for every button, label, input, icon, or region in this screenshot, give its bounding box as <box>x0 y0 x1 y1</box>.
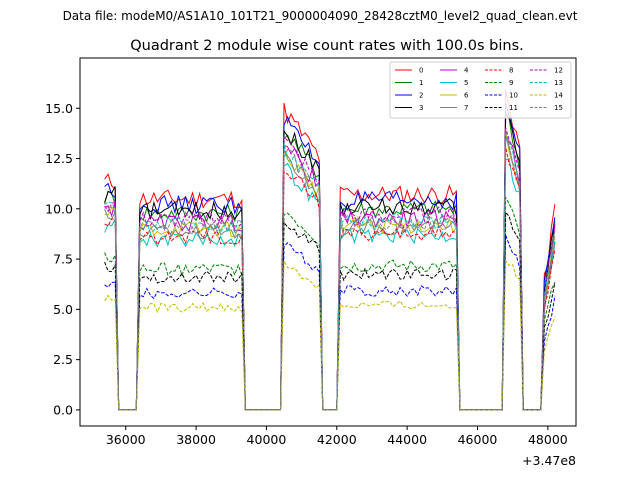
y-tick-label: 10.0 <box>45 201 73 216</box>
legend-label-7: 7 <box>464 104 468 112</box>
x-tick-label: 38000 <box>176 432 216 447</box>
y-tick-label: 5.0 <box>53 302 73 317</box>
legend-label-2: 2 <box>419 92 423 100</box>
x-tick-label: 48000 <box>528 432 568 447</box>
series-line-8 <box>104 146 556 411</box>
series-line-2 <box>104 103 556 411</box>
series-line-6 <box>104 130 556 411</box>
y-tick-label: 7.5 <box>53 252 73 267</box>
series-line-11 <box>104 211 556 411</box>
suptitle: Data file: modeM0/AS1A10_101T21_90000040… <box>63 9 578 23</box>
series-line-7 <box>104 135 556 411</box>
series-line-4 <box>104 134 556 411</box>
legend-label-3: 3 <box>419 104 423 112</box>
plot-frame <box>79 57 577 427</box>
legend-label-11: 11 <box>509 104 518 112</box>
y-tick-label: 15.0 <box>45 101 73 116</box>
series-line-10 <box>104 234 556 411</box>
x-offset-text: +3.47e8 <box>522 453 576 468</box>
legend-label-0: 0 <box>419 67 423 75</box>
chart-title: Quadrant 2 module wise count rates with … <box>130 38 524 54</box>
y-tick-label: 12.5 <box>45 151 73 166</box>
series-line-12 <box>104 127 556 411</box>
legend-label-1: 1 <box>419 79 423 87</box>
legend-label-10: 10 <box>509 92 518 100</box>
legend-label-12: 12 <box>554 67 563 75</box>
y-axis: 0.0 2.5 5.0 7.5 10.0 12.5 15.0 <box>45 101 80 417</box>
series-line-1 <box>104 111 556 411</box>
legend-label-15: 15 <box>554 104 563 112</box>
series-line-13 <box>104 137 556 411</box>
legend-label-8: 8 <box>509 67 513 75</box>
legend-label-9: 9 <box>509 79 513 87</box>
series-line-5 <box>104 157 556 411</box>
series-line-15 <box>104 128 556 411</box>
x-tick-label: 36000 <box>106 432 146 447</box>
series-line-14 <box>104 259 556 411</box>
series-line-0 <box>104 89 556 411</box>
legend-label-4: 4 <box>464 67 469 75</box>
legend-box <box>389 61 572 119</box>
x-tick-label: 46000 <box>458 432 498 447</box>
legend-label-14: 14 <box>554 92 563 100</box>
y-tick-label: 0.0 <box>53 402 73 417</box>
x-tick-label: 42000 <box>317 432 357 447</box>
x-tick-label: 44000 <box>387 432 427 447</box>
series-line-3 <box>104 113 556 411</box>
x-tick-label: 40000 <box>247 432 287 447</box>
series-layer <box>104 89 556 411</box>
legend-label-5: 5 <box>464 79 468 87</box>
legend-label-13: 13 <box>554 79 563 87</box>
y-tick-label: 2.5 <box>53 352 73 367</box>
legend-label-6: 6 <box>464 92 469 100</box>
series-line-9 <box>104 195 556 411</box>
x-axis: 36000 38000 40000 42000 44000 46000 48000 <box>106 426 568 447</box>
